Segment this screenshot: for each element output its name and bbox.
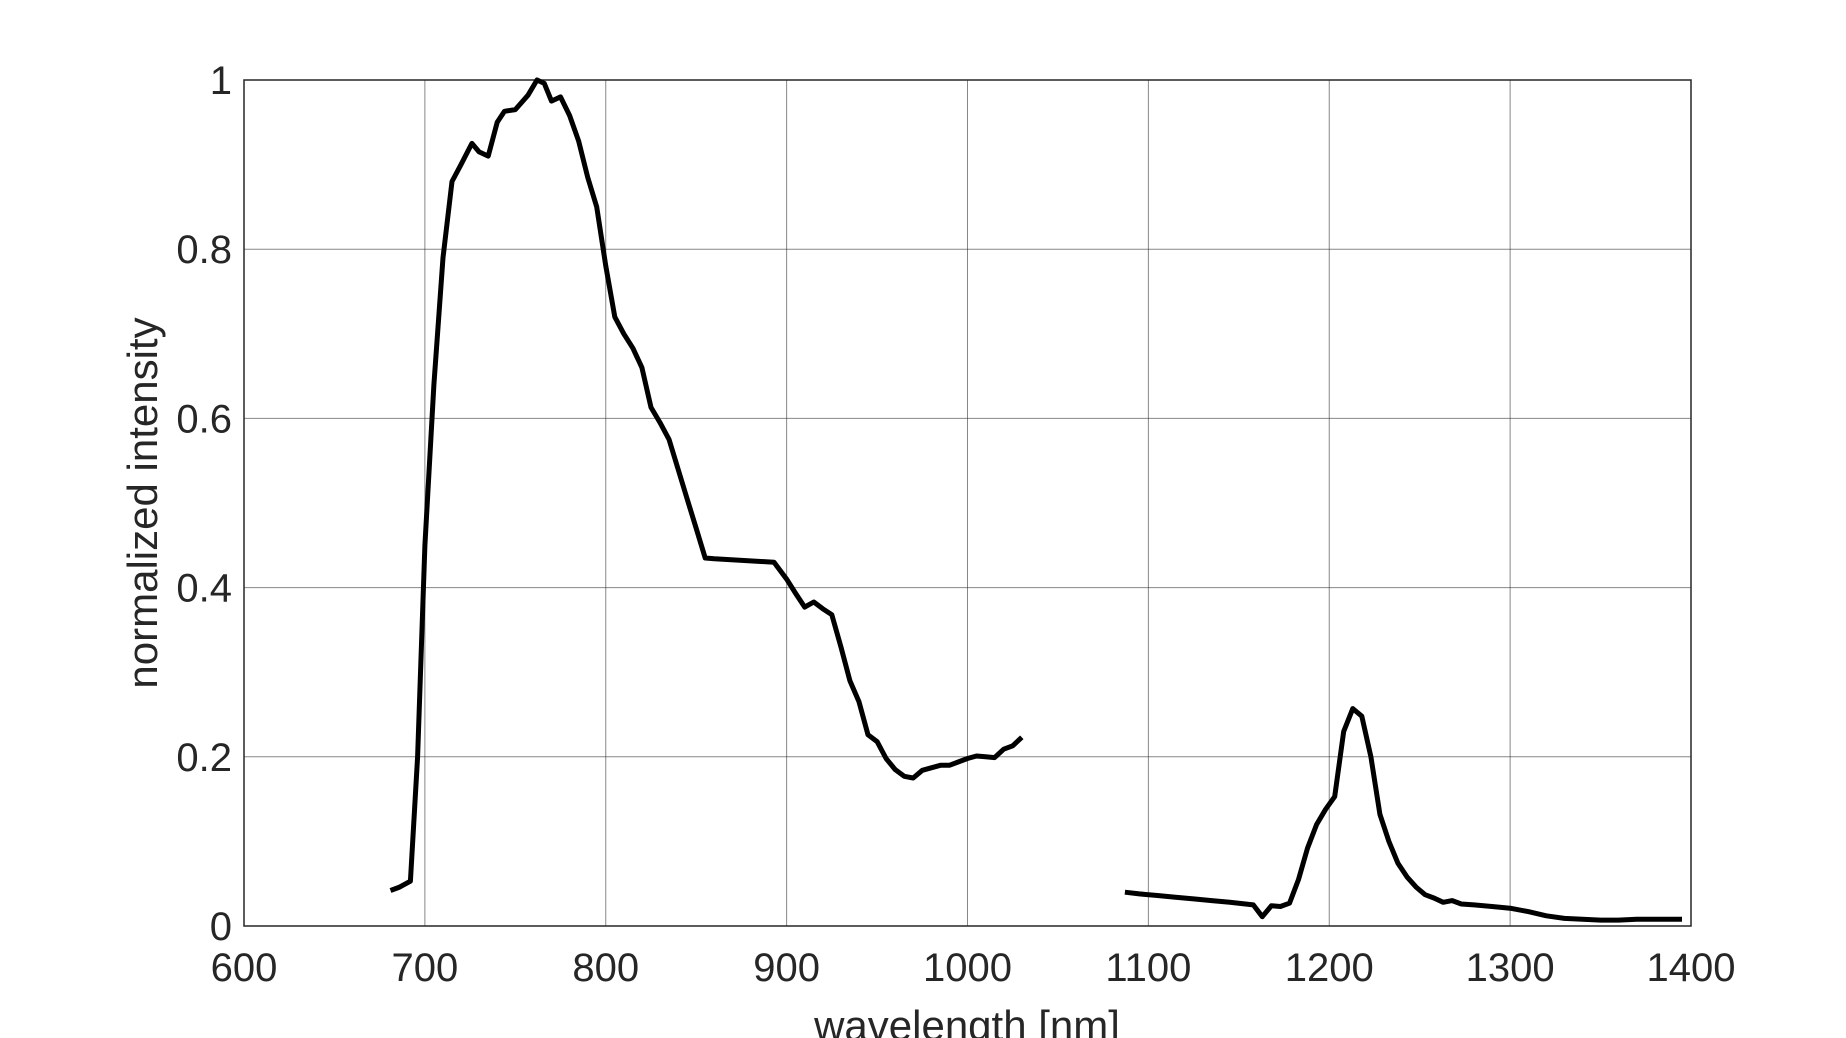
y-tick-label: 0.2	[176, 736, 232, 780]
series-lines	[389, 77, 1682, 923]
y-tick-labels: 0 0.2 0.4 0.6 0.8 1	[176, 59, 232, 949]
grid-lines	[244, 80, 1691, 926]
y-tick-label: 1	[210, 59, 232, 103]
x-tick-label: 1200	[1285, 946, 1374, 990]
y-tick-label: 0.6	[176, 397, 232, 441]
spectrum-line-segment-2	[1124, 706, 1682, 923]
x-tick-label: 600	[211, 946, 278, 990]
x-tick-label: 900	[753, 946, 820, 990]
y-tick-label: 0.4	[176, 567, 232, 611]
x-tick-label: 1400	[1647, 946, 1736, 990]
x-tick-label: 1000	[923, 946, 1012, 990]
x-tick-labels: 600 700 800 900 1000 1100 1200 1300 1400	[211, 946, 1736, 990]
y-tick-label: 0.8	[176, 228, 232, 272]
x-tick-label: 700	[392, 946, 459, 990]
spectrum-line-segment-1	[389, 77, 1024, 893]
x-tick-label: 1300	[1466, 946, 1555, 990]
plot-frame	[243, 79, 1692, 927]
x-tick-label: 1100	[1105, 946, 1191, 990]
y-tick-label: 0	[210, 905, 232, 949]
x-tick-label: 800	[572, 946, 639, 990]
y-axis-label: normalized intensity	[119, 317, 166, 688]
x-axis-label: wavelength [nm]	[813, 1002, 1120, 1038]
